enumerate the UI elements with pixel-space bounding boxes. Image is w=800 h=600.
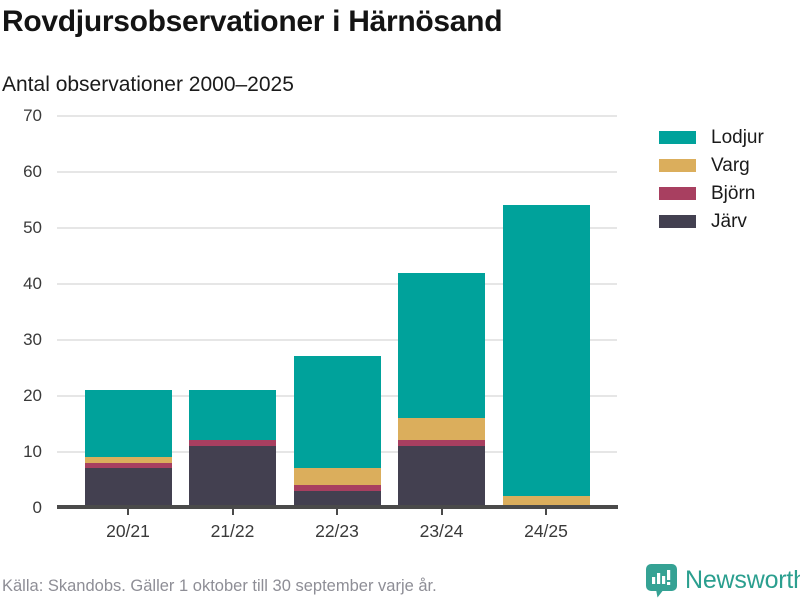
- legend-label: Lodjur: [711, 127, 764, 148]
- bar-segment-lodjur: [293, 356, 381, 469]
- x-axis-tick: [127, 509, 129, 515]
- x-axis-line: [57, 505, 618, 509]
- legend-swatch: [659, 215, 696, 228]
- gridline: [57, 338, 617, 341]
- y-axis-tick-label: 50: [23, 217, 42, 237]
- legend-item-varg: Varg: [659, 155, 764, 176]
- gridline: [57, 282, 617, 285]
- newsworthy-wordmark: Newsworthy: [685, 566, 800, 594]
- legend-swatch: [659, 159, 696, 172]
- bar-segment-lodjur: [502, 205, 590, 497]
- x-axis-tick-label: 22/23: [315, 521, 359, 541]
- gridline: [57, 114, 617, 117]
- legend: Lodjur Varg Björn Järv: [659, 127, 764, 243]
- bar-segment-varg: [398, 418, 485, 441]
- legend-label: Björn: [711, 183, 756, 204]
- gridline: [57, 226, 617, 229]
- bar-segment-lodjur: [84, 390, 172, 458]
- x-axis-tick-label: 21/22: [210, 521, 255, 541]
- chart-subtitle: Antal observationer 2000–2025: [2, 73, 294, 96]
- page-title: Rovdjursobservationer i Härnösand: [2, 5, 503, 38]
- bar-segment-varg: [502, 496, 590, 508]
- bar-segment-lodjur: [398, 272, 485, 418]
- y-axis-tick-label: 10: [23, 441, 42, 461]
- legend-label: Varg: [711, 155, 750, 176]
- bar-segment-jrv: [398, 445, 485, 508]
- bar-segment-bjrn: [293, 485, 381, 491]
- legend-swatch: [659, 187, 696, 200]
- y-axis-tick-label: 0: [32, 497, 42, 517]
- bar-segment-jrv: [189, 445, 276, 508]
- bar-segment-varg: [84, 457, 172, 463]
- x-axis-tick: [545, 509, 547, 515]
- bar-segment-bjrn: [84, 462, 172, 469]
- legend-item-lodjur: Lodjur: [659, 127, 764, 148]
- bar-segment-varg: [293, 468, 381, 486]
- newsworthy-logo: Newsworthy: [645, 563, 800, 598]
- y-axis-tick-label: 30: [23, 329, 42, 349]
- y-axis-tick-label: 20: [23, 385, 42, 405]
- legend-item-jrv: Järv: [659, 211, 764, 232]
- bar-segment-bjrn: [189, 440, 276, 446]
- y-axis-tick-label: 40: [23, 273, 42, 293]
- x-axis-tick: [231, 509, 234, 515]
- gridline: [57, 170, 617, 173]
- y-axis-tick-label: 60: [23, 161, 42, 181]
- newsworthy-bubble-icon: [646, 564, 677, 598]
- bar-segment-jrv: [84, 468, 172, 508]
- x-axis-tick: [440, 509, 443, 515]
- legend-swatch: [659, 131, 696, 144]
- bar-segment-jrv: [293, 490, 381, 508]
- source-note: Källa: Skandobs. Gäller 1 oktober till 3…: [2, 577, 437, 595]
- legend-item-bjrn: Björn: [659, 183, 764, 204]
- bar-segment-lodjur: [189, 390, 276, 441]
- x-axis-tick: [336, 509, 338, 515]
- bar-segment-bjrn: [398, 440, 485, 446]
- x-axis-tick-label: 20/21: [106, 521, 150, 541]
- x-axis-tick-label: 23/24: [419, 521, 464, 541]
- x-axis-tick-label: 24/25: [524, 521, 568, 541]
- legend-label: Järv: [711, 211, 747, 232]
- y-axis-tick-label: 70: [23, 105, 42, 125]
